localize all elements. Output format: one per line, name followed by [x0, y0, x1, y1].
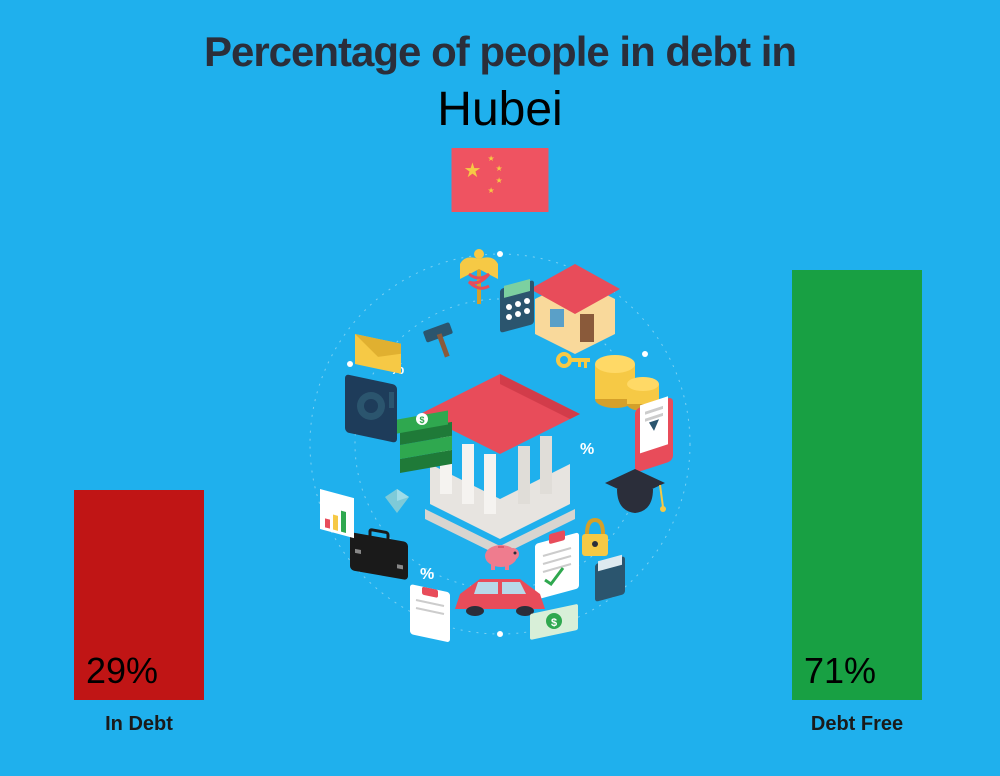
chart-title: Percentage of people in debt in [0, 28, 1000, 76]
bar-label-in-debt: In Debt [59, 713, 219, 736]
finance-illustration-icon: % % $ $ % [290, 234, 710, 654]
svg-text:%: % [420, 566, 434, 583]
bar-value-in-debt: 29% [86, 650, 158, 692]
bar-value-debt-free: 71% [804, 650, 876, 692]
china-flag-icon: ★ ★ ★ ★ ★ [452, 148, 549, 212]
svg-text:$: $ [551, 617, 557, 629]
bar-label-debt-free: Debt Free [777, 713, 937, 736]
svg-text:$: $ [419, 415, 424, 425]
chart-subtitle: Hubei [0, 82, 1000, 137]
bar-debt-free [792, 270, 922, 700]
svg-text:%: % [580, 441, 594, 458]
